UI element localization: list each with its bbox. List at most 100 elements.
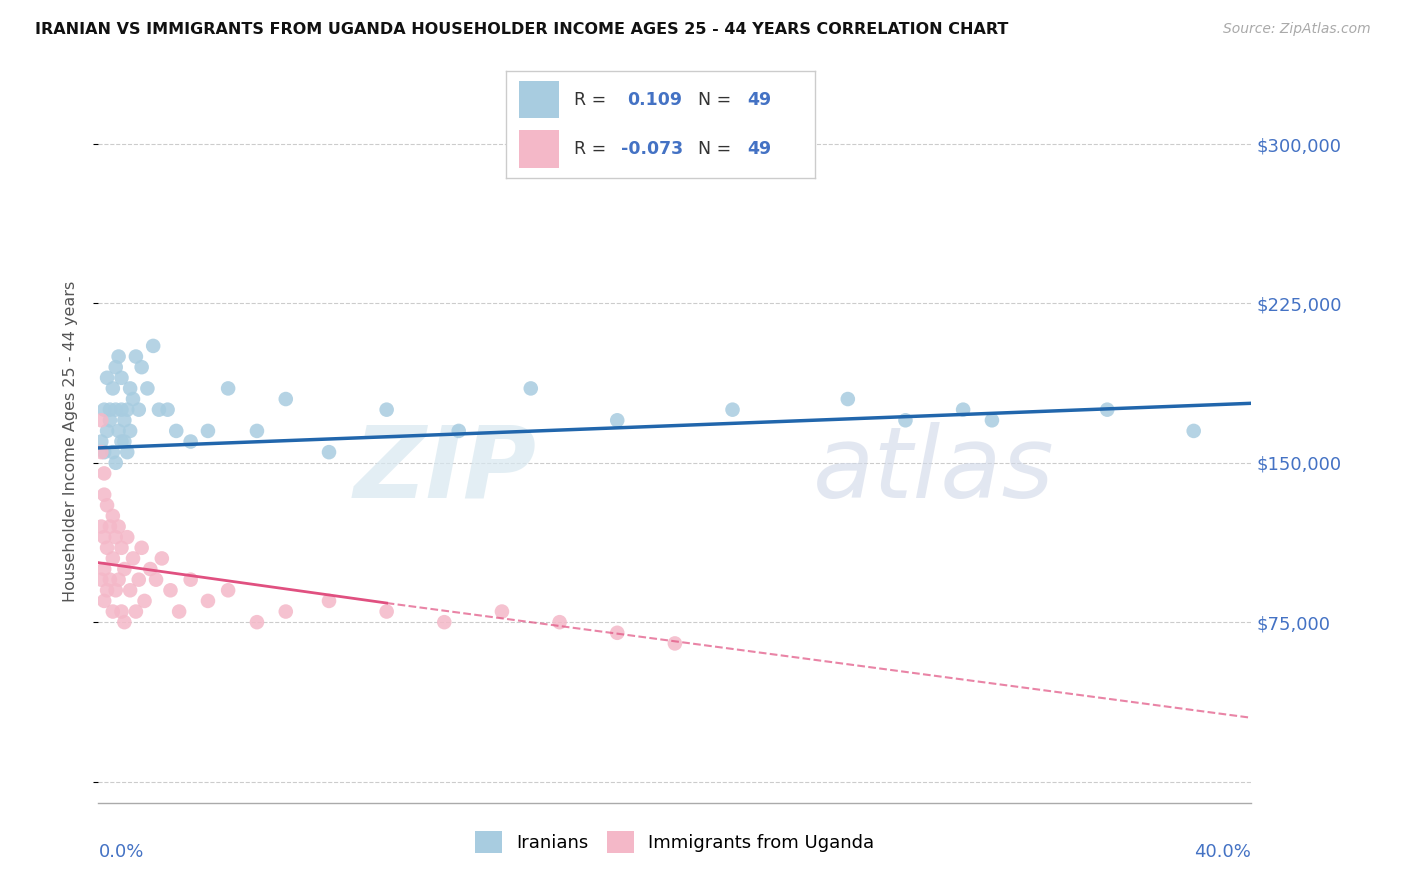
Point: [150, 551, 173, 566]
Point: [110, 605, 132, 619]
Point: [134, 594, 156, 608]
Point: [447, 424, 470, 438]
Point: [96, 498, 118, 512]
Point: [274, 392, 297, 406]
Point: [1182, 424, 1205, 438]
Point: [128, 573, 150, 587]
Point: [93, 594, 115, 608]
Point: [197, 424, 219, 438]
Point: [90, 519, 112, 533]
Point: [375, 605, 398, 619]
Point: [98, 573, 121, 587]
Point: [721, 402, 744, 417]
Point: [606, 625, 628, 640]
Point: [96, 424, 118, 438]
Point: [96, 541, 118, 555]
Point: [104, 402, 127, 417]
Point: [112, 434, 135, 449]
Point: [165, 424, 187, 438]
Point: [197, 594, 219, 608]
Text: N =: N =: [697, 140, 737, 158]
Point: [120, 424, 142, 438]
Point: [318, 594, 340, 608]
Point: [101, 605, 124, 619]
Point: [548, 615, 571, 630]
Point: [664, 636, 686, 650]
Point: [110, 541, 132, 555]
Point: [159, 583, 181, 598]
Text: IRANIAN VS IMMIGRANTS FROM UGANDA HOUSEHOLDER INCOME AGES 25 - 44 YEARS CORRELAT: IRANIAN VS IMMIGRANTS FROM UGANDA HOUSEH…: [35, 22, 1008, 37]
Point: [131, 360, 153, 375]
Point: [107, 424, 129, 438]
Point: [104, 456, 127, 470]
Point: [110, 434, 132, 449]
Point: [104, 360, 127, 375]
Point: [93, 530, 115, 544]
Point: [107, 573, 129, 587]
Point: [606, 413, 628, 427]
Point: [98, 519, 121, 533]
Text: 49: 49: [748, 91, 772, 109]
Point: [93, 488, 115, 502]
Point: [110, 402, 132, 417]
Point: [981, 413, 1004, 427]
Point: [520, 381, 543, 395]
Point: [110, 371, 132, 385]
Point: [96, 583, 118, 598]
Text: -0.073: -0.073: [620, 140, 683, 158]
Text: R =: R =: [574, 91, 612, 109]
Point: [112, 615, 135, 630]
Text: 0.109: 0.109: [627, 91, 682, 109]
Point: [122, 392, 145, 406]
Point: [125, 350, 148, 364]
Point: [180, 573, 202, 587]
Y-axis label: Householder Income Ages 25 - 44 years: Householder Income Ages 25 - 44 years: [63, 281, 77, 602]
Point: [139, 562, 162, 576]
Text: R =: R =: [574, 140, 612, 158]
Point: [180, 434, 202, 449]
Point: [90, 434, 112, 449]
Point: [491, 605, 513, 619]
Point: [125, 605, 148, 619]
Point: [952, 402, 974, 417]
FancyBboxPatch shape: [519, 130, 558, 168]
Point: [246, 615, 269, 630]
Point: [98, 413, 121, 427]
Point: [217, 583, 239, 598]
Point: [117, 530, 139, 544]
Point: [112, 413, 135, 427]
Text: Source: ZipAtlas.com: Source: ZipAtlas.com: [1223, 22, 1371, 37]
Point: [107, 350, 129, 364]
Point: [101, 551, 124, 566]
Point: [117, 445, 139, 459]
Point: [375, 402, 398, 417]
Point: [117, 402, 139, 417]
Point: [145, 573, 167, 587]
Point: [131, 541, 153, 555]
Point: [120, 381, 142, 395]
Point: [98, 402, 121, 417]
Point: [217, 381, 239, 395]
Point: [246, 424, 269, 438]
Point: [104, 583, 127, 598]
Point: [122, 551, 145, 566]
Text: 40.0%: 40.0%: [1195, 843, 1251, 861]
Point: [93, 402, 115, 417]
Point: [1097, 402, 1119, 417]
Text: atlas: atlas: [813, 422, 1054, 519]
Point: [93, 445, 115, 459]
FancyBboxPatch shape: [519, 81, 558, 119]
Point: [101, 508, 124, 523]
Point: [101, 445, 124, 459]
Point: [433, 615, 456, 630]
Point: [96, 371, 118, 385]
Point: [101, 381, 124, 395]
Text: 49: 49: [748, 140, 772, 158]
Point: [894, 413, 917, 427]
Text: ZIP: ZIP: [353, 422, 537, 519]
Point: [107, 519, 129, 533]
Text: N =: N =: [697, 91, 737, 109]
Point: [93, 562, 115, 576]
Point: [142, 339, 165, 353]
Point: [93, 467, 115, 481]
